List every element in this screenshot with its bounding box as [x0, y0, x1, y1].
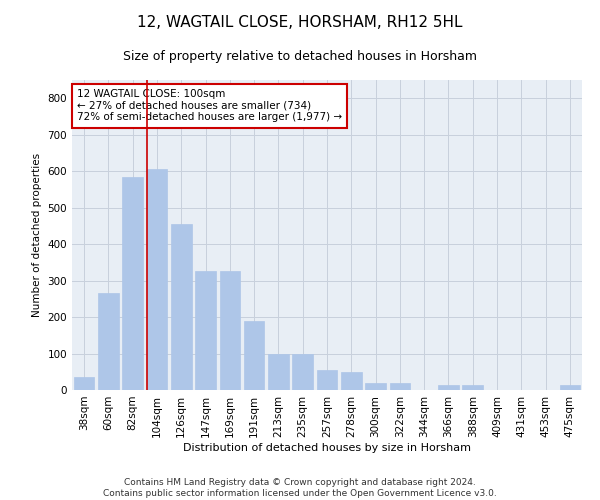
Bar — [171, 224, 191, 390]
Bar — [268, 354, 289, 390]
Bar — [317, 370, 337, 390]
Bar — [244, 320, 265, 390]
Bar — [389, 382, 410, 390]
Bar — [292, 354, 313, 390]
Text: Contains HM Land Registry data © Crown copyright and database right 2024.
Contai: Contains HM Land Registry data © Crown c… — [103, 478, 497, 498]
Bar — [365, 382, 386, 390]
Bar — [195, 272, 216, 390]
Y-axis label: Number of detached properties: Number of detached properties — [32, 153, 42, 317]
Text: Size of property relative to detached houses in Horsham: Size of property relative to detached ho… — [123, 50, 477, 63]
Text: 12, WAGTAIL CLOSE, HORSHAM, RH12 5HL: 12, WAGTAIL CLOSE, HORSHAM, RH12 5HL — [137, 15, 463, 30]
Bar — [341, 372, 362, 390]
Bar — [98, 294, 119, 390]
Bar — [122, 176, 143, 390]
Bar — [74, 376, 94, 390]
Bar — [463, 384, 483, 390]
X-axis label: Distribution of detached houses by size in Horsham: Distribution of detached houses by size … — [183, 442, 471, 452]
Text: 12 WAGTAIL CLOSE: 100sqm
← 27% of detached houses are smaller (734)
72% of semi-: 12 WAGTAIL CLOSE: 100sqm ← 27% of detach… — [77, 90, 342, 122]
Bar — [220, 272, 240, 390]
Bar — [560, 384, 580, 390]
Bar — [438, 384, 459, 390]
Bar — [146, 170, 167, 390]
